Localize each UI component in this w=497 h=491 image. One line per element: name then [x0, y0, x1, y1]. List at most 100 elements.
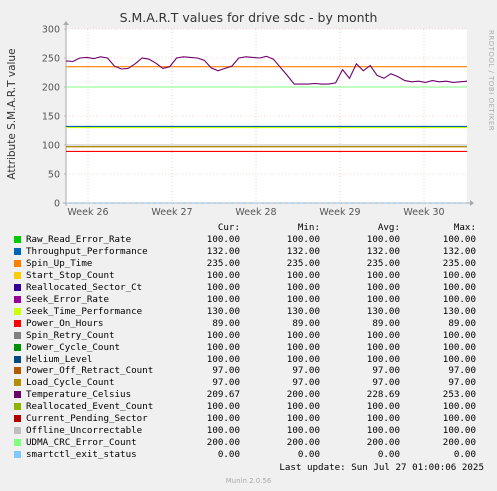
legend-swatch: [14, 331, 21, 339]
x-tick-label: Week 28: [235, 207, 276, 218]
legend-row: Temperature_Celsius 209.67 200.00 228.69 253…: [0, 389, 497, 401]
legend-max: 235.00: [442, 257, 476, 269]
legend-min: 100.00: [286, 293, 320, 305]
legend-avg: 132.00: [366, 245, 400, 257]
legend-min: 89.00: [292, 317, 320, 329]
legend-avg: 130.00: [366, 305, 400, 317]
legend-max: 100.00: [442, 269, 476, 281]
legend-swatch: [14, 259, 21, 267]
legend-cur: 97.00: [212, 377, 240, 389]
legend-row: Seek_Time_Performance 130.00 130.00 130.00 1…: [0, 306, 497, 318]
legend-name: UDMA_CRC_Error_Count: [26, 437, 137, 449]
legend-cur: 89.00: [212, 317, 240, 329]
legend-max: 100.00: [442, 234, 476, 245]
legend-name: Temperature_Celsius: [26, 389, 132, 401]
x-axis-arrow: [470, 200, 474, 206]
x-tick-label: Week 30: [403, 207, 444, 218]
legend-avg: 100.00: [366, 425, 400, 437]
last-update: Last update: Sun Jul 27 01:00:06 2025: [279, 462, 484, 473]
chart-title: S.M.A.R.T values for drive sdc - by mont…: [119, 10, 378, 25]
legend-cur: 100.00: [206, 281, 240, 293]
legend-max: 100.00: [442, 425, 476, 437]
legend-name: Seek_Time_Performance: [26, 305, 143, 317]
y-tick-label: 0: [54, 199, 60, 210]
legend-name: Power_Cycle_Count: [26, 341, 121, 353]
legend-swatch: [14, 403, 21, 411]
legend-name: Helium_Level: [26, 353, 93, 365]
legend-name: Power_On_Hours: [26, 317, 104, 329]
legend-max: 100.00: [442, 329, 476, 341]
legend-header-min: Min:: [297, 222, 320, 233]
x-tick-label: Week 27: [151, 207, 192, 218]
legend-max: 100.00: [442, 353, 476, 365]
legend-swatch: [14, 236, 21, 243]
legend-name: Power_Off_Retract_Count: [26, 365, 154, 377]
legend-name: Offline_Uncorrectable: [26, 425, 143, 437]
legend-cur: 100.00: [206, 341, 240, 353]
legend-row: Raw_Read_Error_Rate 100.00 100.00 100.00 100…: [0, 234, 497, 246]
legend-row: Power_Off_Retract_Count 97.00 97.00 97.00 97…: [0, 365, 497, 377]
series-line: [65, 55, 468, 85]
legend-avg: 100.00: [366, 293, 400, 305]
legend-cur: 100.00: [206, 293, 240, 305]
legend-row: Spin_Up_Time 235.00 235.00 235.00 235.00: [0, 258, 497, 270]
legend-row: Power_On_Hours 89.00 89.00 89.00 89.00: [0, 318, 497, 330]
legend-name: Throughput_Performance: [26, 245, 148, 257]
legend-swatch: [14, 415, 21, 423]
legend-min: 100.00: [286, 329, 320, 341]
legend-avg: 89.00: [372, 317, 400, 329]
legend-min: 100.00: [286, 353, 320, 365]
legend-header-avg: Avg:: [377, 222, 400, 233]
legend-max: 130.00: [442, 305, 476, 317]
legend-min: 100.00: [286, 234, 320, 245]
legend-row: Throughput_Performance 132.00 132.00 132.00…: [0, 246, 497, 258]
legend-min: 132.00: [286, 245, 320, 257]
legend-cur: 100.00: [206, 329, 240, 341]
legend-row: UDMA_CRC_Error_Count 200.00 200.00 200.00 20…: [0, 437, 497, 449]
legend-avg: 100.00: [366, 353, 400, 365]
legend-avg: 100.00: [366, 269, 400, 281]
legend-name: Seek_Error_Rate: [26, 293, 109, 305]
legend-avg: 100.00: [366, 281, 400, 293]
legend-header-max: Max:: [453, 222, 476, 233]
legend-min: 100.00: [286, 401, 320, 413]
x-tick-label: Week 26: [67, 207, 108, 218]
x-tick-label: Week 29: [319, 207, 360, 218]
legend-avg: 97.00: [372, 365, 400, 377]
legend-max: 100.00: [442, 341, 476, 353]
legend-cur: 130.00: [206, 305, 240, 317]
legend-avg: 100.00: [366, 401, 400, 413]
legend-header-cur: Cur:: [217, 222, 240, 233]
legend-cur: 97.00: [212, 365, 240, 377]
legend-cur: 235.00: [206, 257, 240, 269]
legend-max: 100.00: [442, 293, 476, 305]
legend-row: Offline_Uncorrectable 100.00 100.00 100.00 1…: [0, 425, 497, 437]
legend-avg: 100.00: [366, 413, 400, 425]
legend-name: Start_Stop_Count: [26, 269, 115, 281]
legend-max: 100.00: [442, 281, 476, 293]
legend-row: Spin_Retry_Count 100.00 100.00 100.00 100.00: [0, 330, 497, 342]
legend-row: smartctl_exit_status 0.00 0.00 0.00 0.00: [0, 449, 497, 461]
legend-name: Spin_Up_Time: [26, 257, 93, 269]
legend-min: 0.00: [297, 449, 320, 461]
legend-max: 100.00: [442, 413, 476, 425]
legend-swatch: [14, 247, 21, 255]
legend-avg: 97.00: [372, 377, 400, 389]
legend-row: Load_Cycle_Count 97.00 97.00 97.00 97.00: [0, 377, 497, 389]
legend-min: 100.00: [286, 281, 320, 293]
legend-min: 100.00: [286, 413, 320, 425]
legend-row: Power_Cycle_Count 100.00 100.00 100.00 100.0…: [0, 342, 497, 354]
legend-min: 200.00: [286, 437, 320, 449]
legend-swatch: [14, 367, 21, 375]
legend-min: 200.00: [286, 389, 320, 401]
legend-cur: 0.00: [217, 449, 240, 461]
y-tick-label: 150: [42, 112, 60, 123]
legend-swatch: [14, 355, 21, 363]
legend-row: Reallocated_Event_Count 100.00 100.00 100.0…: [0, 401, 497, 413]
legend-swatch: [14, 283, 21, 291]
rrdtool-credit: RRDTOOL / TOBI OETIKER: [487, 30, 495, 132]
legend-avg: 228.69: [366, 389, 400, 401]
munin-version: Munin 2.0.56: [225, 477, 272, 485]
legend-max: 97.00: [448, 365, 476, 377]
legend-row: Helium_Level 100.00 100.00 100.00 100.00: [0, 354, 497, 366]
